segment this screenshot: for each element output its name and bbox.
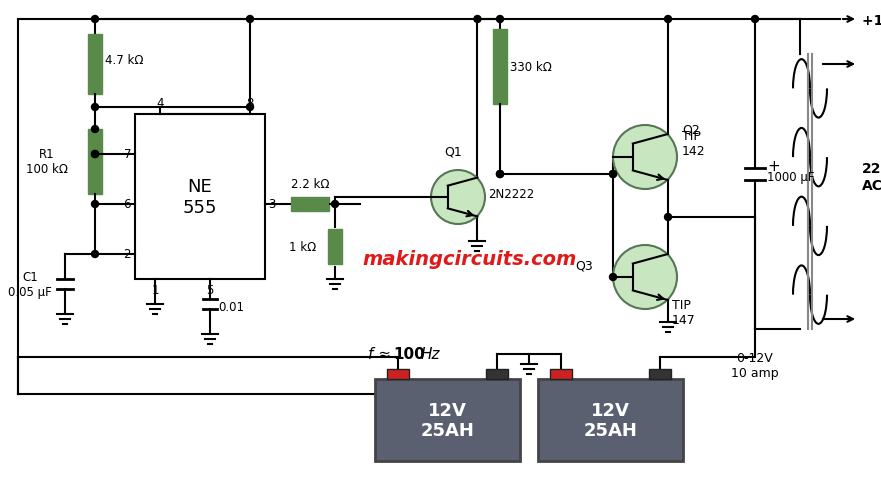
Circle shape [664, 214, 671, 221]
Text: 8: 8 [247, 97, 254, 110]
Text: Q3: Q3 [575, 259, 593, 272]
Circle shape [664, 17, 671, 24]
Bar [135, 115, 265, 280]
Bar [88, 130, 102, 194]
Circle shape [331, 201, 338, 208]
Text: NE
555: NE 555 [182, 178, 218, 216]
Text: 4.7 kΩ: 4.7 kΩ [105, 54, 144, 66]
Circle shape [497, 171, 504, 178]
Text: 1: 1 [152, 284, 159, 297]
Text: 100: 100 [393, 347, 425, 362]
Text: 12V
25AH: 12V 25AH [583, 401, 638, 439]
Circle shape [92, 151, 99, 158]
Text: Q1: Q1 [444, 146, 462, 159]
Circle shape [613, 245, 677, 310]
Circle shape [474, 17, 481, 24]
Text: Q2: Q2 [682, 123, 700, 136]
Text: 3: 3 [268, 198, 276, 211]
Text: 2N2222: 2N2222 [488, 188, 534, 201]
Text: 1000 μF: 1000 μF [767, 171, 815, 184]
Circle shape [92, 201, 99, 208]
Bar [291, 197, 329, 211]
Circle shape [92, 17, 99, 24]
Text: 2.2 kΩ: 2.2 kΩ [291, 178, 329, 190]
Text: 4: 4 [156, 97, 164, 110]
Text: 7: 7 [123, 148, 131, 161]
Text: 12V
25AH: 12V 25AH [420, 401, 475, 439]
Text: 2: 2 [123, 248, 131, 261]
Text: f ≈: f ≈ [368, 347, 396, 362]
Text: TIP
147: TIP 147 [672, 299, 696, 326]
Bar [649, 369, 671, 379]
Text: 0-12V
10 amp: 0-12V 10 amp [731, 351, 779, 379]
Circle shape [751, 17, 759, 24]
Text: Hz: Hz [421, 347, 440, 362]
Text: C1
0.05 μF: C1 0.05 μF [8, 271, 52, 299]
Circle shape [610, 274, 617, 281]
Text: 220V
AC: 220V AC [862, 162, 881, 192]
Circle shape [247, 104, 254, 111]
Text: 6: 6 [123, 198, 131, 211]
Bar [387, 369, 409, 379]
Circle shape [247, 17, 254, 24]
Circle shape [431, 171, 485, 224]
Circle shape [610, 171, 617, 178]
Text: 1 kΩ: 1 kΩ [289, 240, 316, 254]
Circle shape [92, 104, 99, 111]
Bar [328, 229, 342, 265]
Circle shape [92, 126, 99, 133]
Text: 0.01: 0.01 [218, 301, 244, 314]
Bar [493, 30, 507, 105]
Circle shape [497, 171, 504, 178]
Bar [550, 369, 572, 379]
Text: 5: 5 [206, 284, 214, 297]
Text: +12 V: +12 V [862, 14, 881, 28]
Text: +: + [767, 159, 780, 174]
Circle shape [613, 126, 677, 189]
Circle shape [497, 17, 504, 24]
Bar [538, 379, 683, 461]
Text: 330 kΩ: 330 kΩ [510, 61, 552, 74]
Bar [375, 379, 520, 461]
Bar [486, 369, 508, 379]
Text: R1
100 kΩ: R1 100 kΩ [26, 148, 68, 176]
Circle shape [92, 151, 99, 158]
Circle shape [92, 251, 99, 258]
Circle shape [610, 171, 617, 178]
Bar [88, 35, 102, 95]
Text: makingcircuits.com: makingcircuits.com [363, 250, 577, 269]
Text: TIP
142: TIP 142 [682, 130, 706, 158]
